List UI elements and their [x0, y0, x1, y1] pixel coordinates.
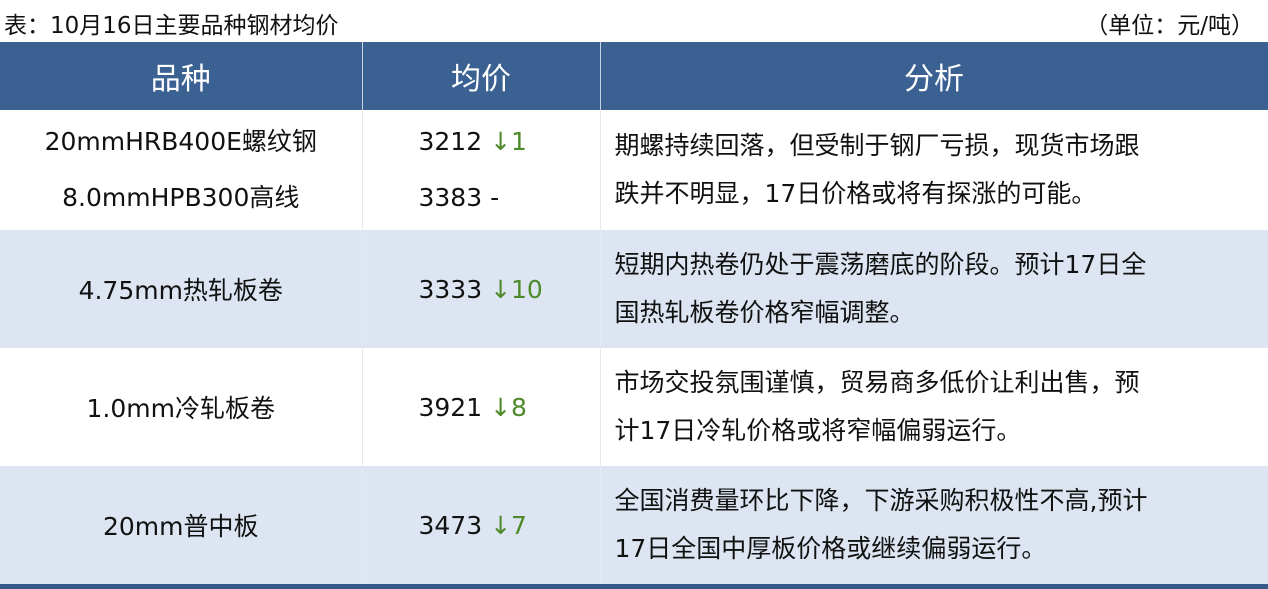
price-cell: 3473 ↓7	[362, 466, 601, 587]
price-change: ↓7	[490, 510, 527, 540]
price-change: -	[490, 183, 500, 212]
price-cell: 3921 ↓8	[362, 348, 601, 466]
price-value: 3473	[418, 510, 483, 540]
price-cell: 3333 ↓10	[362, 230, 601, 348]
analysis-line: 17日全国中厚板价格或继续偏弱运行。	[614, 534, 1047, 563]
analysis-line: 期螺持续回落，但受制于钢厂亏损，现货市场跟	[614, 131, 1140, 160]
table-caption: 表：10月16日主要品种钢材均价 （单位：元/吨）	[0, 0, 1268, 42]
table-title: 表：10月16日主要品种钢材均价	[4, 13, 339, 39]
price-value: 3333	[418, 274, 483, 304]
variety-name: 8.0mmHPB300高线	[62, 183, 300, 212]
analysis-line: 跌并不明显，17日价格或将有探涨的可能。	[614, 179, 1097, 208]
header-variety: 品种	[0, 42, 363, 110]
variety-cell: 1.0mm冷轧板卷	[0, 348, 363, 466]
analysis-line: 国热轧板卷价格窄幅调整。	[614, 298, 915, 327]
price-value: 3383	[418, 183, 483, 212]
table-row: 1.0mm冷轧板卷 3921 ↓8 市场交投氛围谨慎，贸易商多低价让利出售，预 …	[0, 348, 1268, 466]
header-row: 品种 均价 分析	[0, 42, 1268, 110]
analysis-cell: 期螺持续回落，但受制于钢厂亏损，现货市场跟 跌并不明显，17日价格或将有探涨的可…	[600, 110, 1268, 230]
table-row: 20mm普中板 3473 ↓7 全国消费量环比下降，下游采购积极性不高,预计 1…	[0, 466, 1268, 587]
analysis-cell: 短期内热卷仍处于震荡磨底的阶段。预计17日全 国热轧板卷价格窄幅调整。	[600, 230, 1268, 348]
price-change: ↓8	[490, 392, 527, 422]
price-cell: 3212 ↓1 3383 -	[362, 110, 601, 230]
price-change: ↓1	[490, 127, 527, 156]
analysis-line: 短期内热卷仍处于震荡磨底的阶段。预计17日全	[614, 250, 1147, 279]
header-analysis: 分析	[600, 42, 1268, 110]
analysis-line: 市场交投氛围谨慎，贸易商多低价让利出售，预	[614, 368, 1140, 397]
table-row: 20mmHRB400E螺纹钢 8.0mmHPB300高线 3212 ↓1 338…	[0, 110, 1268, 230]
analysis-cell: 全国消费量环比下降，下游采购积极性不高,预计 17日全国中厚板价格或继续偏弱运行…	[600, 466, 1268, 587]
price-value: 3921	[418, 392, 483, 422]
analysis-line: 全国消费量环比下降，下游采购积极性不高,预计	[614, 486, 1148, 515]
analysis-cell: 市场交投氛围谨慎，贸易商多低价让利出售，预 计17日冷轧价格或将窄幅偏弱运行。	[600, 348, 1268, 466]
variety-cell: 4.75mm热轧板卷	[0, 230, 363, 348]
analysis-line: 计17日冷轧价格或将窄幅偏弱运行。	[614, 416, 1022, 445]
price-value: 3212	[418, 127, 483, 156]
steel-price-table: 品种 均价 分析 20mmHRB400E螺纹钢 8.0mmHPB300高线 32…	[0, 42, 1268, 589]
variety-cell: 20mmHRB400E螺纹钢 8.0mmHPB300高线	[0, 110, 363, 230]
header-price: 均价	[362, 42, 601, 110]
variety-cell: 20mm普中板	[0, 466, 363, 587]
unit-label: （单位：元/吨）	[1085, 13, 1254, 39]
price-change: ↓10	[490, 274, 543, 304]
table-row: 4.75mm热轧板卷 3333 ↓10 短期内热卷仍处于震荡磨底的阶段。预计17…	[0, 230, 1268, 348]
variety-name: 20mmHRB400E螺纹钢	[44, 127, 317, 156]
